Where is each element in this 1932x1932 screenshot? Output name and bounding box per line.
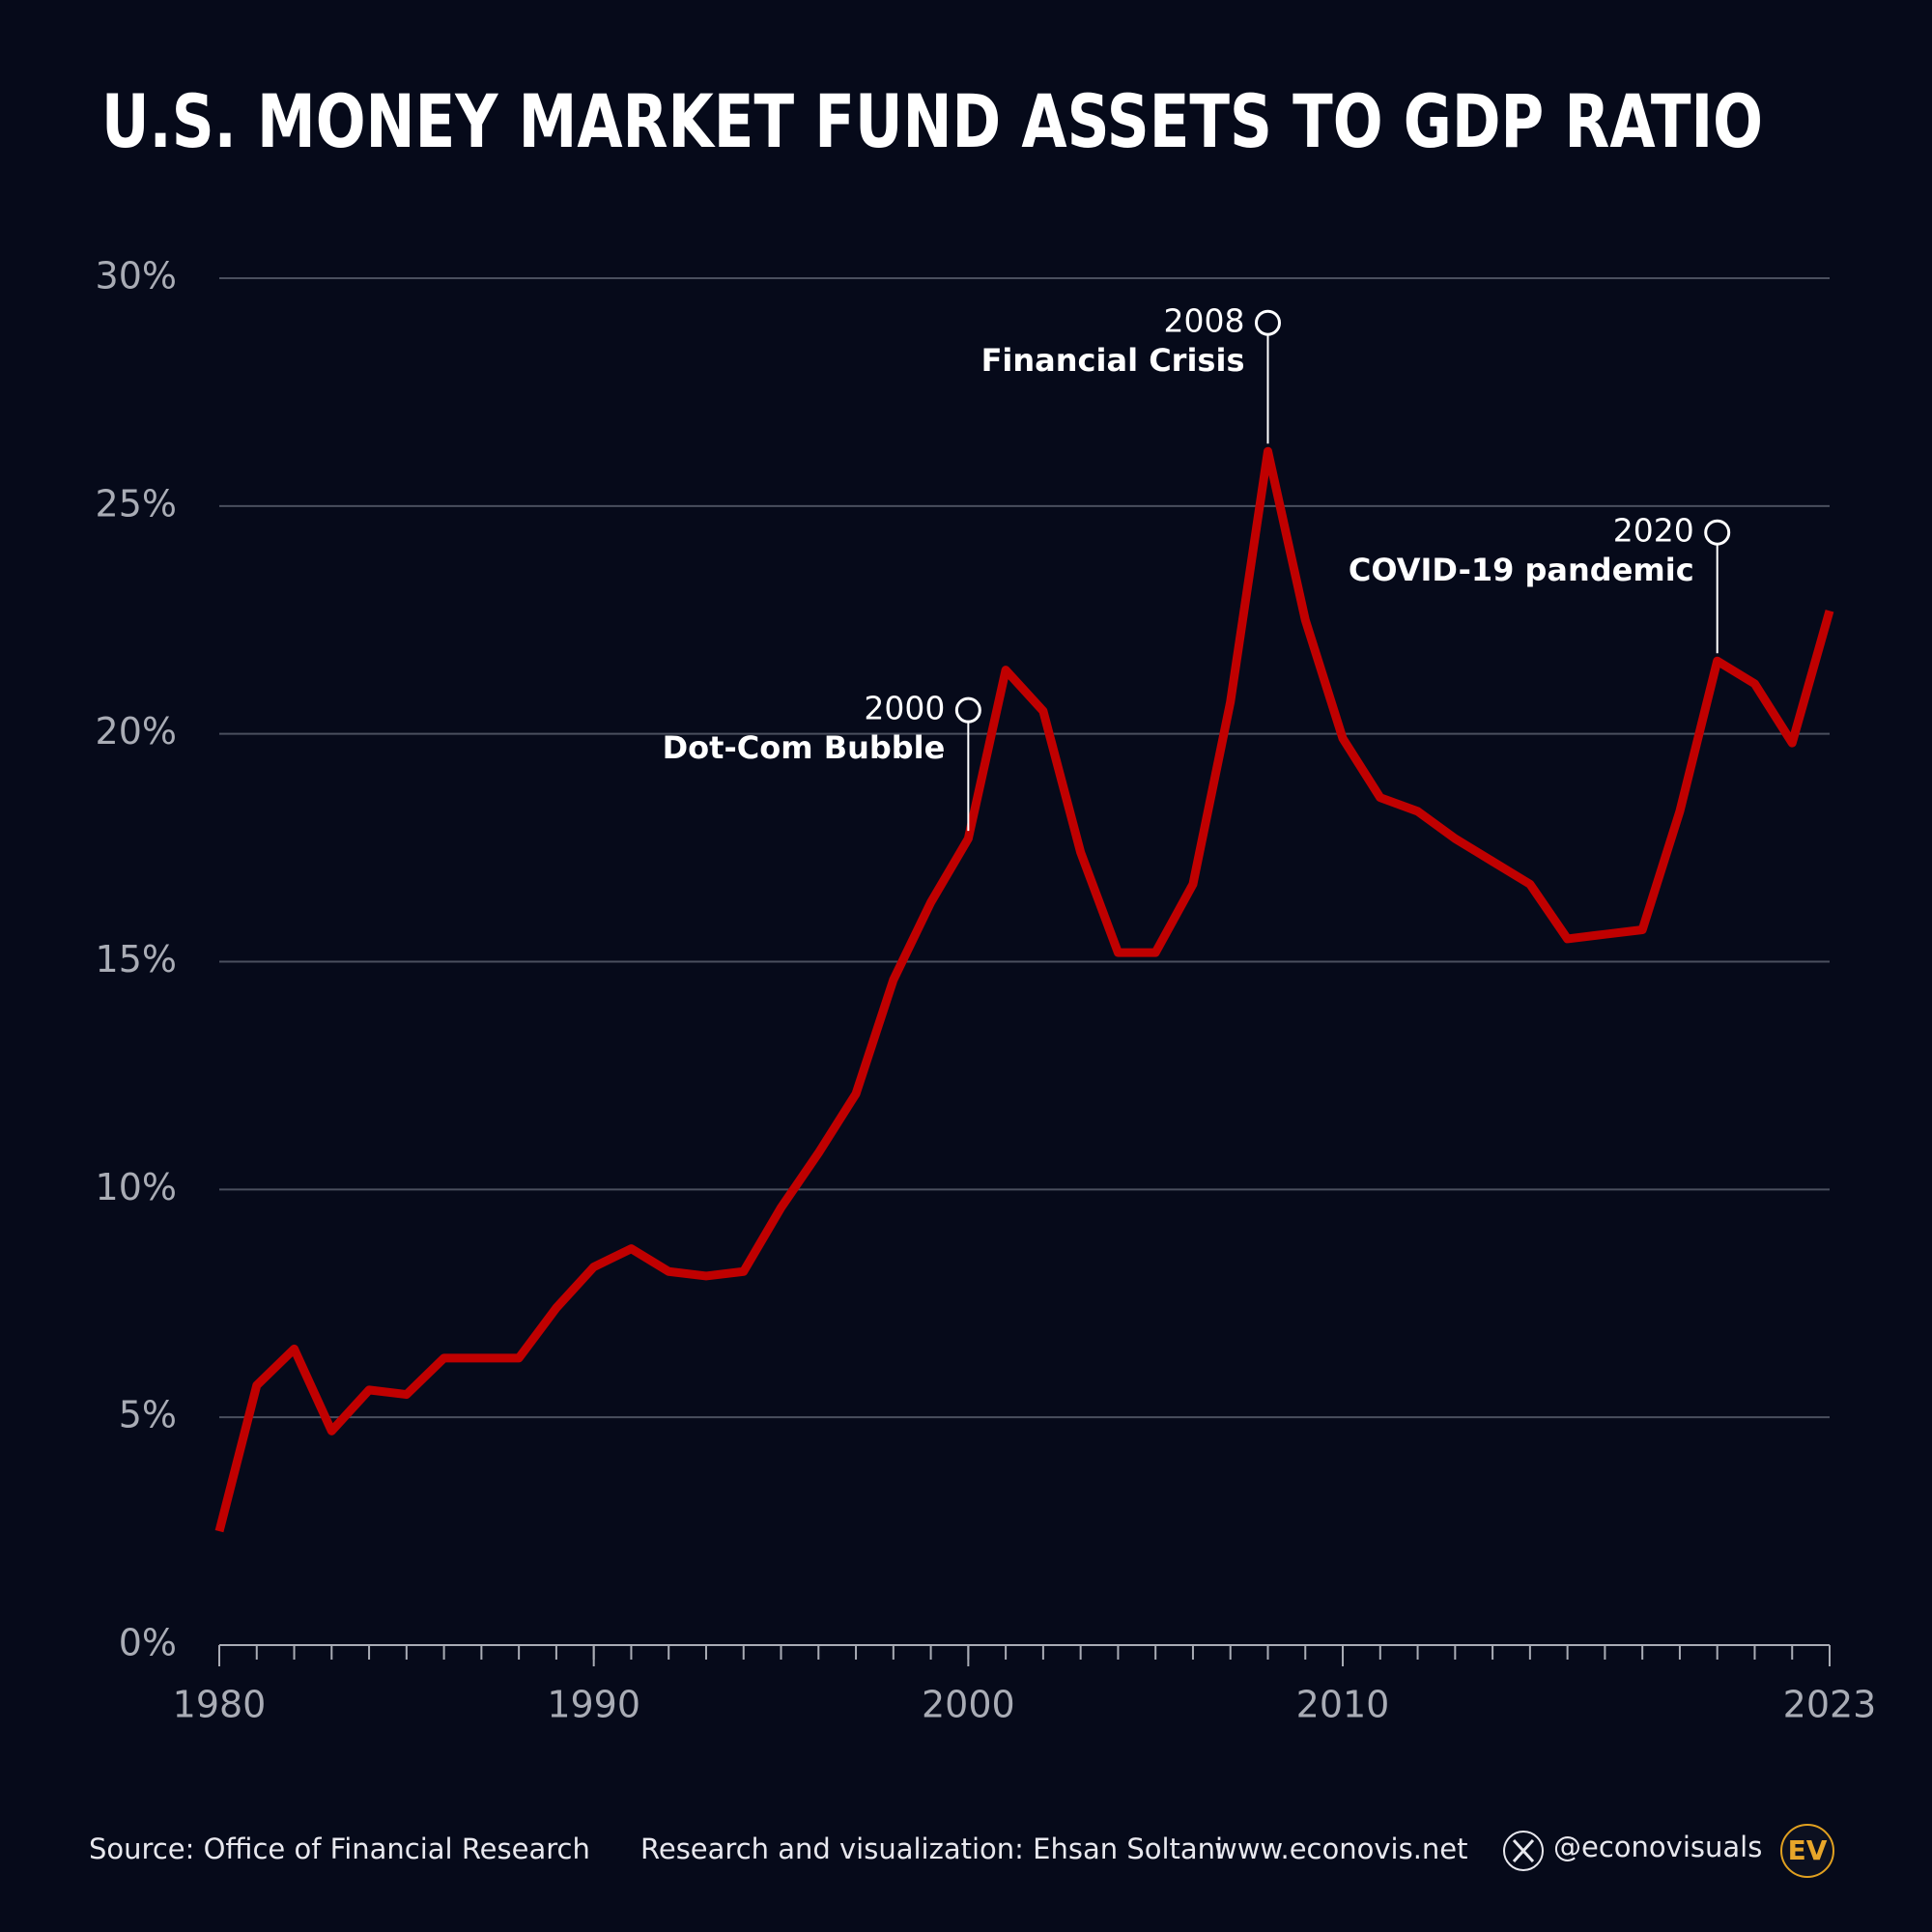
y-tick-label: 25% [96, 482, 177, 525]
annotation-text: COVID-19 pandemic [1349, 552, 1694, 588]
credit: Research and visualization: Ehsan Soltan… [640, 1833, 1223, 1865]
handle: @econovisuals [1553, 1831, 1762, 1863]
x-icon [1503, 1831, 1544, 1871]
source: Source: Office of Financial Research [89, 1833, 590, 1865]
annotation-text: Financial Crisis [981, 342, 1245, 379]
y-tick-label: 15% [96, 938, 177, 980]
y-tick-label: 30% [96, 255, 177, 298]
annotation-marker [954, 696, 981, 724]
data-line [214, 446, 1834, 1533]
x-tick-label: 1990 [547, 1684, 640, 1726]
annotation-marker [1254, 309, 1281, 336]
x-tick-label: 2010 [1296, 1684, 1390, 1726]
x-tick-label: 2000 [922, 1684, 1015, 1726]
annotation-year: 2020 [1613, 512, 1694, 550]
logo: EV [1788, 1834, 1828, 1866]
annotation-year: 2000 [864, 690, 945, 727]
y-tick-label: 10% [96, 1166, 177, 1208]
annotation-text: Dot-Com Bubble [663, 729, 946, 766]
annotation-year: 2008 [1164, 302, 1245, 340]
y-tick-label: 0% [119, 1622, 177, 1664]
chart-title: U.S. MONEY MARKET FUND ASSETS TO GDP RAT… [101, 78, 1763, 164]
x-tick-label: 2023 [1783, 1684, 1877, 1726]
y-tick-label: 20% [96, 710, 177, 753]
website: www.econovis.net [1214, 1833, 1468, 1865]
x-icon-glyph [1512, 1838, 1535, 1863]
x-tick-label: 1980 [173, 1684, 267, 1726]
logo-badge [1780, 1824, 1834, 1878]
annotation-marker [1704, 519, 1731, 546]
y-tick-label: 5% [119, 1394, 177, 1436]
